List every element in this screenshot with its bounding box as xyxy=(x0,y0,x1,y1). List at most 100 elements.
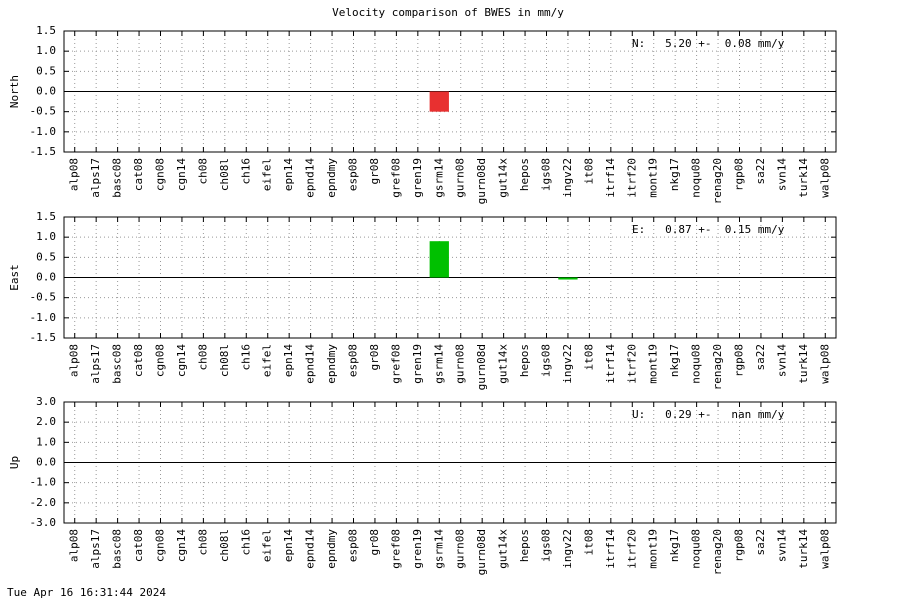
x-tick-label: walp08 xyxy=(818,529,831,569)
x-tick-label: ch16 xyxy=(239,529,252,556)
x-tick-label: cgn08 xyxy=(154,158,167,191)
y-tick-label: 0.0 xyxy=(36,271,56,284)
x-tick-label: esp08 xyxy=(347,529,360,562)
x-tick-label: noqu08 xyxy=(690,158,703,198)
x-tick-label: ch08 xyxy=(196,529,209,556)
x-tick-label: alp08 xyxy=(68,529,81,562)
x-tick-label: epnd14 xyxy=(304,158,317,198)
x-tick-label: alp08 xyxy=(68,158,81,191)
x-tick-label: gren19 xyxy=(411,529,424,569)
x-tick-label: epn14 xyxy=(282,158,295,191)
x-tick-label: it08 xyxy=(582,158,595,185)
y-tick-label: 1.5 xyxy=(36,24,56,37)
x-tick-label: eifel xyxy=(261,529,274,562)
x-tick-label: mont19 xyxy=(647,344,660,384)
x-tick-label: gurn08d xyxy=(475,158,488,204)
x-tick-label: alps17 xyxy=(89,529,102,569)
y-axis-label: East xyxy=(8,264,21,291)
y-tick-label: -3.0 xyxy=(30,516,57,529)
bar xyxy=(429,241,449,278)
plot-frame xyxy=(63,30,837,153)
plot-frame xyxy=(63,401,837,524)
x-tick-label: cgn08 xyxy=(154,344,167,377)
y-tick-label: -0.5 xyxy=(30,291,57,304)
bar xyxy=(429,91,449,112)
x-tick-label: nkg17 xyxy=(668,344,681,377)
x-tick-label: epnd14 xyxy=(304,344,317,384)
x-tick-label: ch16 xyxy=(239,344,252,371)
y-tick-label: 0.0 xyxy=(36,85,56,98)
x-tick-label: cat08 xyxy=(132,529,145,562)
y-tick-label: -1.5 xyxy=(30,145,57,158)
y-tick-label: 1.0 xyxy=(36,44,56,57)
x-tick-label: basc08 xyxy=(111,158,124,198)
x-tick-label: svn14 xyxy=(775,344,788,377)
x-tick-label: renag20 xyxy=(711,344,724,390)
x-tick-label: igs08 xyxy=(540,344,553,377)
x-tick-label: sa22 xyxy=(754,344,767,371)
x-tick-label: epnd14 xyxy=(304,529,317,569)
x-tick-label: svn14 xyxy=(775,158,788,191)
x-tick-label: ch08l xyxy=(218,344,231,377)
x-tick-label: gurn08 xyxy=(454,158,467,198)
x-tick-label: cgn08 xyxy=(154,529,167,562)
x-tick-label: gurn08 xyxy=(454,344,467,384)
x-tick-label: renag20 xyxy=(711,158,724,204)
x-tick-label: epndmy xyxy=(325,344,338,384)
x-tick-label: gut14x xyxy=(497,344,510,384)
x-tick-label: nkg17 xyxy=(668,158,681,191)
x-tick-label: esp08 xyxy=(347,158,360,191)
y-tick-label: 1.5 xyxy=(36,210,56,223)
x-tick-label: epn14 xyxy=(282,529,295,562)
x-tick-label: alps17 xyxy=(89,158,102,198)
x-tick-label: ingv22 xyxy=(561,529,574,569)
x-tick-label: igs08 xyxy=(540,158,553,191)
chart-title: Velocity comparison of BWES in mm/y xyxy=(332,6,564,19)
x-tick-label: hepos xyxy=(518,344,531,377)
x-tick-label: itrf14 xyxy=(604,158,617,198)
y-axis-label: Up xyxy=(8,456,21,469)
x-tick-label: itrf14 xyxy=(604,529,617,569)
timestamp: Tue Apr 16 16:31:44 2024 xyxy=(7,586,166,599)
x-tick-label: cat08 xyxy=(132,158,145,191)
x-tick-label: ch08l xyxy=(218,529,231,562)
x-tick-label: itrf20 xyxy=(625,344,638,384)
x-tick-label: igs08 xyxy=(540,529,553,562)
x-tick-label: gsrm14 xyxy=(432,158,445,198)
x-tick-label: hepos xyxy=(518,529,531,562)
x-tick-label: turk14 xyxy=(797,158,810,198)
y-axis-label: North xyxy=(8,75,21,108)
x-tick-label: mont19 xyxy=(647,158,660,198)
x-tick-label: gref08 xyxy=(389,529,402,569)
x-tick-label: eifel xyxy=(261,158,274,191)
x-tick-label: gref08 xyxy=(389,344,402,384)
y-tick-label: -0.5 xyxy=(30,105,57,118)
x-tick-label: gr08 xyxy=(368,158,381,185)
x-tick-label: epndmy xyxy=(325,158,338,198)
x-tick-label: itrf20 xyxy=(625,529,638,569)
y-tick-label: 1.0 xyxy=(36,230,56,243)
x-tick-label: mont19 xyxy=(647,529,660,569)
y-tick-label: 3.0 xyxy=(36,395,56,408)
x-tick-label: basc08 xyxy=(111,529,124,569)
x-tick-label: svn14 xyxy=(775,529,788,562)
y-tick-label: 0.0 xyxy=(36,456,56,469)
y-tick-label: 2.0 xyxy=(36,415,56,428)
y-tick-label: -1.5 xyxy=(30,331,57,344)
plot-frame xyxy=(63,216,837,339)
x-tick-label: renag20 xyxy=(711,529,724,575)
x-tick-label: gurn08 xyxy=(454,529,467,569)
x-tick-label: rgp08 xyxy=(733,529,746,562)
x-tick-label: sa22 xyxy=(754,529,767,556)
x-tick-label: rgp08 xyxy=(733,344,746,377)
x-tick-label: itrf14 xyxy=(604,344,617,384)
x-tick-label: it08 xyxy=(582,344,595,371)
x-tick-label: gren19 xyxy=(411,344,424,384)
x-tick-label: itrf20 xyxy=(625,158,638,198)
y-tick-label: -2.0 xyxy=(30,496,57,509)
y-tick-label: -1.0 xyxy=(30,125,57,138)
annotation: N: 5.20 +- 0.08 mm/y xyxy=(632,37,785,50)
x-tick-label: basc08 xyxy=(111,344,124,384)
x-tick-label: gren19 xyxy=(411,158,424,198)
